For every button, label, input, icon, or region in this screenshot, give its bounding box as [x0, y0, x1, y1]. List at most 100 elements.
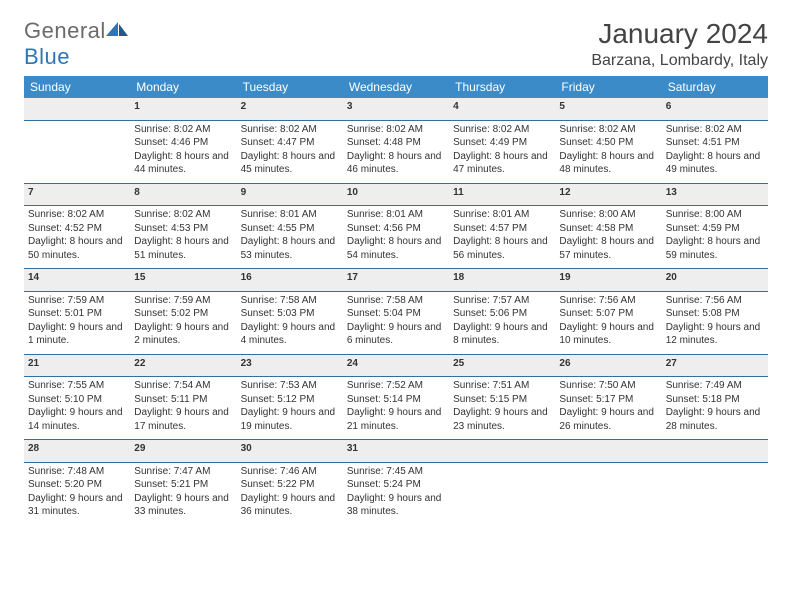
weekday-header: Monday — [130, 76, 236, 98]
daylight-line: Daylight: 9 hours and 31 minutes. — [28, 492, 126, 519]
calendar-head: SundayMondayTuesdayWednesdayThursdayFrid… — [24, 76, 768, 98]
sunset-line: Sunset: 5:03 PM — [241, 307, 339, 321]
day-cell: Sunrise: 8:01 AMSunset: 4:56 PMDaylight:… — [343, 206, 449, 269]
sunset-line: Sunset: 5:07 PM — [559, 307, 657, 321]
sunset-line: Sunset: 5:24 PM — [347, 478, 445, 492]
sunrise-line: Sunrise: 7:52 AM — [347, 379, 445, 393]
day-number: 31 — [343, 440, 449, 463]
daylight-line: Daylight: 8 hours and 59 minutes. — [666, 235, 764, 262]
day-number: 5 — [555, 98, 661, 120]
detail-row: Sunrise: 7:48 AMSunset: 5:20 PMDaylight:… — [24, 462, 768, 525]
sunrise-line: Sunrise: 7:59 AM — [28, 294, 126, 308]
day-number: 22 — [130, 354, 236, 377]
daylight-line: Daylight: 9 hours and 2 minutes. — [134, 321, 232, 348]
sunset-line: Sunset: 5:02 PM — [134, 307, 232, 321]
sunrise-line: Sunrise: 7:49 AM — [666, 379, 764, 393]
sunset-line: Sunset: 5:14 PM — [347, 393, 445, 407]
sunrise-line: Sunrise: 8:01 AM — [347, 208, 445, 222]
sunset-line: Sunset: 5:22 PM — [241, 478, 339, 492]
day-cell: Sunrise: 7:48 AMSunset: 5:20 PMDaylight:… — [24, 462, 130, 525]
day-number: 24 — [343, 354, 449, 377]
day-number: 25 — [449, 354, 555, 377]
sunrise-line: Sunrise: 7:54 AM — [134, 379, 232, 393]
sunset-line: Sunset: 4:56 PM — [347, 222, 445, 236]
sunrise-line: Sunrise: 7:50 AM — [559, 379, 657, 393]
daylight-line: Daylight: 8 hours and 56 minutes. — [453, 235, 551, 262]
day-cell: Sunrise: 7:47 AMSunset: 5:21 PMDaylight:… — [130, 462, 236, 525]
sunrise-line: Sunrise: 7:53 AM — [241, 379, 339, 393]
day-number: 28 — [24, 440, 130, 463]
day-cell: Sunrise: 7:52 AMSunset: 5:14 PMDaylight:… — [343, 377, 449, 440]
sunset-line: Sunset: 5:20 PM — [28, 478, 126, 492]
sunrise-line: Sunrise: 8:02 AM — [28, 208, 126, 222]
day-number: 11 — [449, 183, 555, 206]
daylight-line: Daylight: 9 hours and 17 minutes. — [134, 406, 232, 433]
daylight-line: Daylight: 8 hours and 57 minutes. — [559, 235, 657, 262]
sunrise-line: Sunrise: 8:01 AM — [453, 208, 551, 222]
day-number: 19 — [555, 269, 661, 292]
day-number: 10 — [343, 183, 449, 206]
weekday-header: Sunday — [24, 76, 130, 98]
sunset-line: Sunset: 4:50 PM — [559, 136, 657, 150]
day-cell: Sunrise: 7:46 AMSunset: 5:22 PMDaylight:… — [237, 462, 343, 525]
detail-row: Sunrise: 7:55 AMSunset: 5:10 PMDaylight:… — [24, 377, 768, 440]
day-number: 27 — [662, 354, 768, 377]
detail-row: Sunrise: 7:59 AMSunset: 5:01 PMDaylight:… — [24, 291, 768, 354]
day-number — [555, 440, 661, 463]
day-number: 29 — [130, 440, 236, 463]
sunrise-line: Sunrise: 7:58 AM — [347, 294, 445, 308]
sunrise-line: Sunrise: 7:59 AM — [134, 294, 232, 308]
day-cell: Sunrise: 8:01 AMSunset: 4:57 PMDaylight:… — [449, 206, 555, 269]
day-cell: Sunrise: 8:02 AMSunset: 4:48 PMDaylight:… — [343, 120, 449, 183]
sunrise-line: Sunrise: 7:51 AM — [453, 379, 551, 393]
daylight-line: Daylight: 8 hours and 54 minutes. — [347, 235, 445, 262]
daylight-line: Daylight: 9 hours and 14 minutes. — [28, 406, 126, 433]
detail-row: Sunrise: 8:02 AMSunset: 4:46 PMDaylight:… — [24, 120, 768, 183]
daylight-line: Daylight: 8 hours and 53 minutes. — [241, 235, 339, 262]
sunset-line: Sunset: 4:51 PM — [666, 136, 764, 150]
sunset-line: Sunset: 5:06 PM — [453, 307, 551, 321]
sunset-line: Sunset: 5:08 PM — [666, 307, 764, 321]
daynum-row: 78910111213 — [24, 183, 768, 206]
logo-sail-icon — [106, 22, 128, 38]
day-cell: Sunrise: 8:02 AMSunset: 4:46 PMDaylight:… — [130, 120, 236, 183]
weekday-header: Thursday — [449, 76, 555, 98]
calendar-body: 123456Sunrise: 8:02 AMSunset: 4:46 PMDay… — [24, 98, 768, 525]
day-cell: Sunrise: 7:49 AMSunset: 5:18 PMDaylight:… — [662, 377, 768, 440]
logo-text-general: General — [24, 18, 106, 43]
day-cell: Sunrise: 8:00 AMSunset: 4:58 PMDaylight:… — [555, 206, 661, 269]
daylight-line: Daylight: 9 hours and 6 minutes. — [347, 321, 445, 348]
day-cell: Sunrise: 7:58 AMSunset: 5:03 PMDaylight:… — [237, 291, 343, 354]
daylight-line: Daylight: 9 hours and 26 minutes. — [559, 406, 657, 433]
daylight-line: Daylight: 8 hours and 45 minutes. — [241, 150, 339, 177]
day-number: 9 — [237, 183, 343, 206]
sunrise-line: Sunrise: 7:56 AM — [559, 294, 657, 308]
day-cell — [24, 120, 130, 183]
sunset-line: Sunset: 5:04 PM — [347, 307, 445, 321]
day-number — [662, 440, 768, 463]
day-cell: Sunrise: 7:56 AMSunset: 5:08 PMDaylight:… — [662, 291, 768, 354]
daynum-row: 21222324252627 — [24, 354, 768, 377]
day-number: 30 — [237, 440, 343, 463]
daylight-line: Daylight: 8 hours and 47 minutes. — [453, 150, 551, 177]
sunset-line: Sunset: 5:01 PM — [28, 307, 126, 321]
weekday-header: Wednesday — [343, 76, 449, 98]
sunrise-line: Sunrise: 8:01 AM — [241, 208, 339, 222]
calendar-table: SundayMondayTuesdayWednesdayThursdayFrid… — [24, 76, 768, 525]
day-number: 18 — [449, 269, 555, 292]
day-number: 23 — [237, 354, 343, 377]
day-number: 6 — [662, 98, 768, 120]
sunset-line: Sunset: 5:17 PM — [559, 393, 657, 407]
sunrise-line: Sunrise: 7:46 AM — [241, 465, 339, 479]
sunset-line: Sunset: 5:21 PM — [134, 478, 232, 492]
day-number: 14 — [24, 269, 130, 292]
daylight-line: Daylight: 8 hours and 49 minutes. — [666, 150, 764, 177]
sunrise-line: Sunrise: 8:00 AM — [666, 208, 764, 222]
daylight-line: Daylight: 9 hours and 19 minutes. — [241, 406, 339, 433]
sunset-line: Sunset: 5:15 PM — [453, 393, 551, 407]
header: General Blue January 2024 Barzana, Lomba… — [24, 18, 768, 70]
daynum-row: 123456 — [24, 98, 768, 120]
day-cell: Sunrise: 7:50 AMSunset: 5:17 PMDaylight:… — [555, 377, 661, 440]
sunrise-line: Sunrise: 8:02 AM — [241, 123, 339, 137]
day-number — [449, 440, 555, 463]
